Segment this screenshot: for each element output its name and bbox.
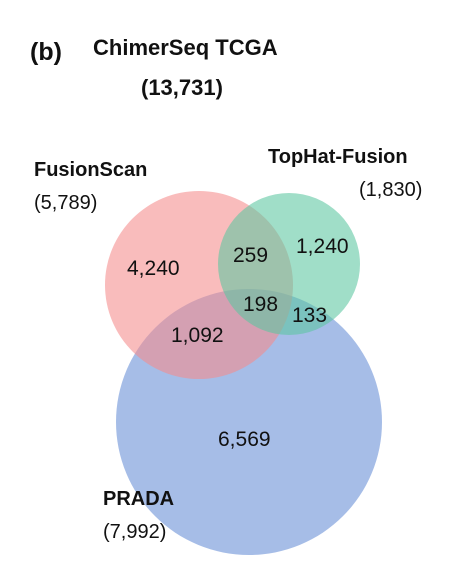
set-total-prada: (7,992) xyxy=(103,521,166,543)
panel-label: (b) xyxy=(30,38,62,66)
region-fusionscan-prada: 1,092 xyxy=(171,324,224,347)
circle-tophat xyxy=(218,193,360,335)
set-label-fusionscan: FusionScan xyxy=(34,159,147,181)
region-fusionscan-tophat: 259 xyxy=(233,244,268,267)
region-all-three: 198 xyxy=(243,293,278,316)
region-tophat-prada: 133 xyxy=(292,304,327,327)
region-prada-only: 6,569 xyxy=(218,428,271,451)
set-label-prada: PRADA xyxy=(103,488,174,510)
region-tophat-only: 1,240 xyxy=(296,235,349,258)
set-total-fusionscan: (5,789) xyxy=(34,192,97,214)
title-line1: ChimerSeq TCGA xyxy=(93,35,278,60)
set-label-tophat: TopHat-Fusion xyxy=(268,146,408,168)
region-fusionscan-only: 4,240 xyxy=(127,257,180,280)
set-total-tophat: (1,830) xyxy=(359,179,422,201)
title-line2: (13,731) xyxy=(141,75,223,100)
